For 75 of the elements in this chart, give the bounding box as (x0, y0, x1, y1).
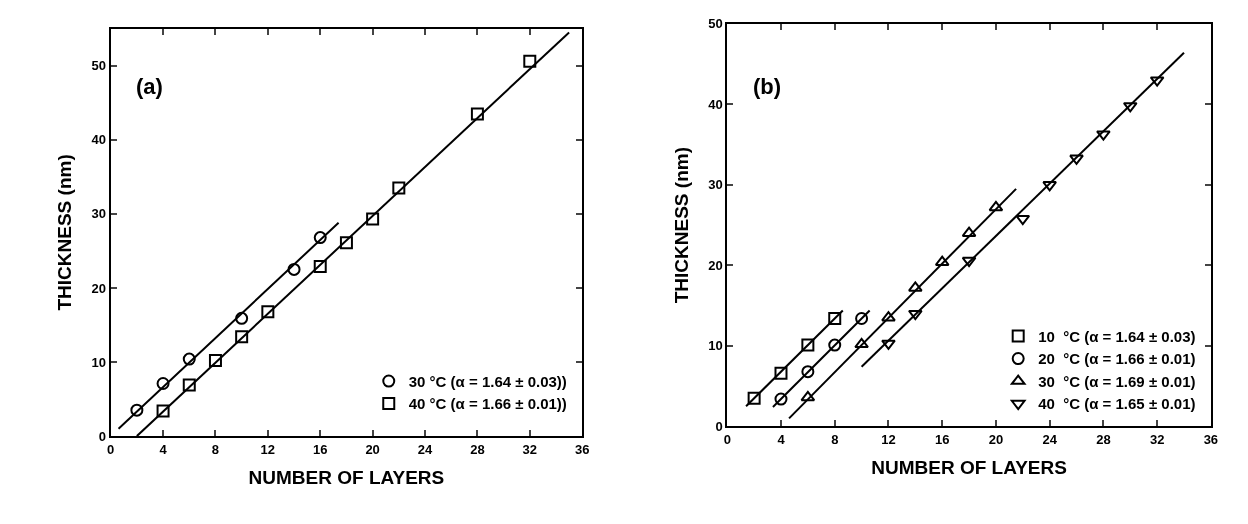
point (855, 312, 869, 326)
point (801, 338, 815, 352)
legend-label: 10 °C (α = 1.64 ± 0.03) (1038, 327, 1196, 345)
y-tick-label: 0 (715, 418, 723, 434)
point (774, 392, 788, 406)
point (801, 365, 815, 379)
y-axis-title: THICKNESS (nm) (53, 154, 75, 311)
legend-label: 20 °C (α = 1.66 ± 0.01) (1038, 350, 1196, 368)
x-tick-label: 8 (831, 432, 839, 447)
x-tick-label: 36 (574, 441, 590, 457)
x-tick-label: 12 (881, 432, 896, 447)
point (907, 309, 923, 321)
annotation: (b) (753, 74, 782, 99)
point (287, 262, 301, 276)
point (130, 403, 144, 417)
point (182, 352, 196, 366)
x-tick-label: 12 (260, 441, 276, 457)
y-tick-label: 10 (708, 338, 723, 354)
point (800, 390, 816, 402)
x-tick-label: 20 (365, 441, 380, 457)
y-tick-label: 10 (91, 354, 107, 370)
point (774, 366, 788, 380)
y-tick-label: 40 (708, 96, 723, 112)
x-tick-label: 8 (211, 441, 220, 457)
x-tick-label: 36 (1203, 432, 1219, 447)
point (961, 256, 977, 268)
point (1015, 214, 1031, 226)
point (881, 311, 896, 322)
legend-label: 40 °C (α = 1.65 ± 0.01) (1038, 395, 1196, 413)
legend-label: 40 °C (α = 1.66 ± 0.01)) (408, 395, 567, 413)
x-tick-label: 32 (1149, 432, 1165, 447)
x-tick-label: 16 (934, 432, 950, 447)
point (854, 337, 869, 349)
x-tick-label: 24 (1042, 432, 1058, 447)
point (1096, 130, 1111, 141)
point (1069, 154, 1084, 165)
point (235, 311, 249, 325)
x-axis-title: NUMBER OF LAYERS (871, 457, 1067, 479)
point (747, 391, 761, 405)
point (339, 236, 353, 250)
point (828, 312, 842, 326)
y-tick-label: 30 (91, 206, 107, 222)
y-axis-title: THICKNESS (nm) (670, 147, 692, 304)
point (313, 231, 327, 245)
point (392, 181, 406, 195)
legend-label: 30 °C (α = 1.69 ± 0.01) (1038, 372, 1196, 390)
x-tick-label: 4 (777, 432, 786, 447)
point (261, 305, 275, 319)
x-tick-label: 32 (522, 441, 538, 457)
point (235, 330, 249, 344)
annotation: (a) (136, 74, 163, 99)
point (881, 339, 896, 350)
y-tick-label: 50 (91, 58, 107, 74)
point (470, 107, 484, 121)
point (828, 338, 842, 352)
x-tick-label: 28 (1096, 432, 1111, 447)
x-tick-label: 24 (417, 441, 434, 457)
legend-label: 30 °C (α = 1.64 ± 0.03)) (408, 372, 567, 390)
x-tick-label: 4 (159, 441, 168, 457)
y-tick-label: 20 (708, 257, 723, 273)
point (208, 354, 222, 368)
y-tick-label: 50 (708, 16, 723, 32)
point (156, 404, 170, 418)
y-tick-label: 20 (91, 280, 107, 296)
x-tick-label: 16 (313, 441, 328, 457)
point (523, 54, 537, 68)
y-tick-label: 40 (91, 132, 107, 148)
x-tick-label: 20 (988, 432, 1004, 447)
x-axis-title: NUMBER OF LAYERS (248, 467, 445, 488)
point (313, 259, 327, 273)
x-tick-label: 28 (470, 441, 485, 457)
point (156, 377, 170, 391)
point (182, 378, 196, 392)
point (366, 212, 380, 226)
y-tick-label: 30 (708, 177, 723, 193)
